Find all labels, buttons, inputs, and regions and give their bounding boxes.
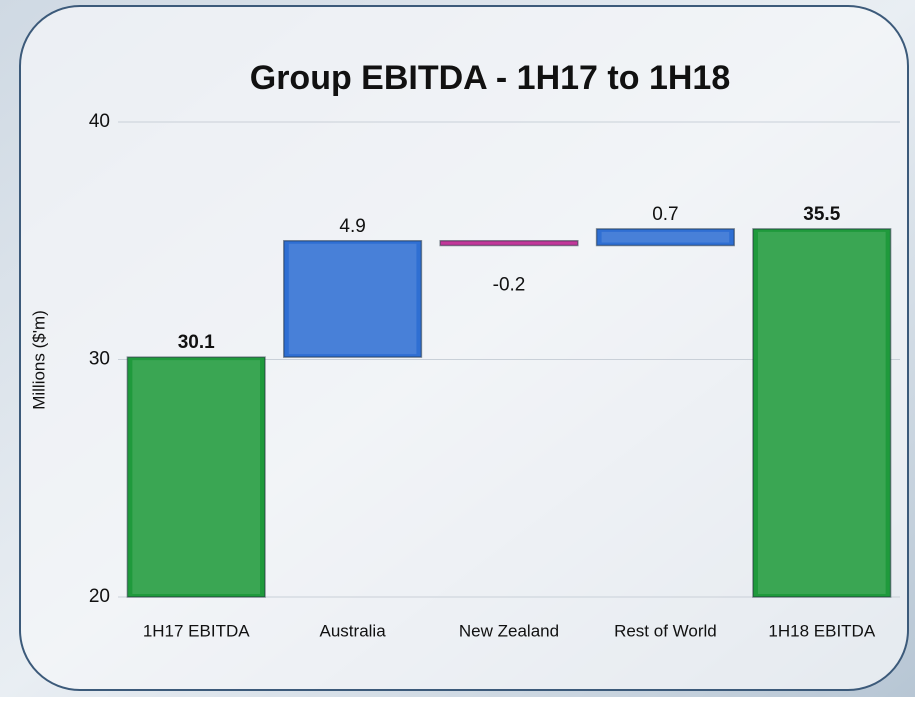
x-tick-label: 1H17 EBITDA: [143, 621, 250, 640]
chart-title: Group EBITDA - 1H17 to 1H18: [250, 59, 730, 97]
bar-highlight: [132, 360, 260, 594]
x-tick-label: 1H18 EBITDA: [768, 621, 875, 640]
bar-highlight: [758, 232, 886, 594]
value-label: 30.1: [178, 332, 215, 353]
x-tick-label: Australia: [320, 621, 387, 640]
value-label: 0.7: [652, 204, 678, 225]
bar-highlight: [602, 232, 730, 243]
y-tick-label: 40: [89, 111, 110, 132]
bar: [440, 241, 578, 246]
value-label: 4.9: [339, 216, 365, 237]
y-tick-label: 30: [89, 349, 110, 370]
value-label: -0.2: [493, 275, 526, 296]
bar-highlight: [289, 244, 417, 354]
chart: Group EBITDA - 1H17 to 1H18 Millions ($'…: [0, 0, 915, 697]
value-label: 35.5: [803, 204, 840, 225]
x-tick-label: New Zealand: [459, 621, 559, 640]
x-tick-label: Rest of World: [614, 621, 717, 640]
y-axis-label: Millions ($'m): [29, 310, 48, 410]
y-tick-label: 20: [89, 586, 110, 607]
